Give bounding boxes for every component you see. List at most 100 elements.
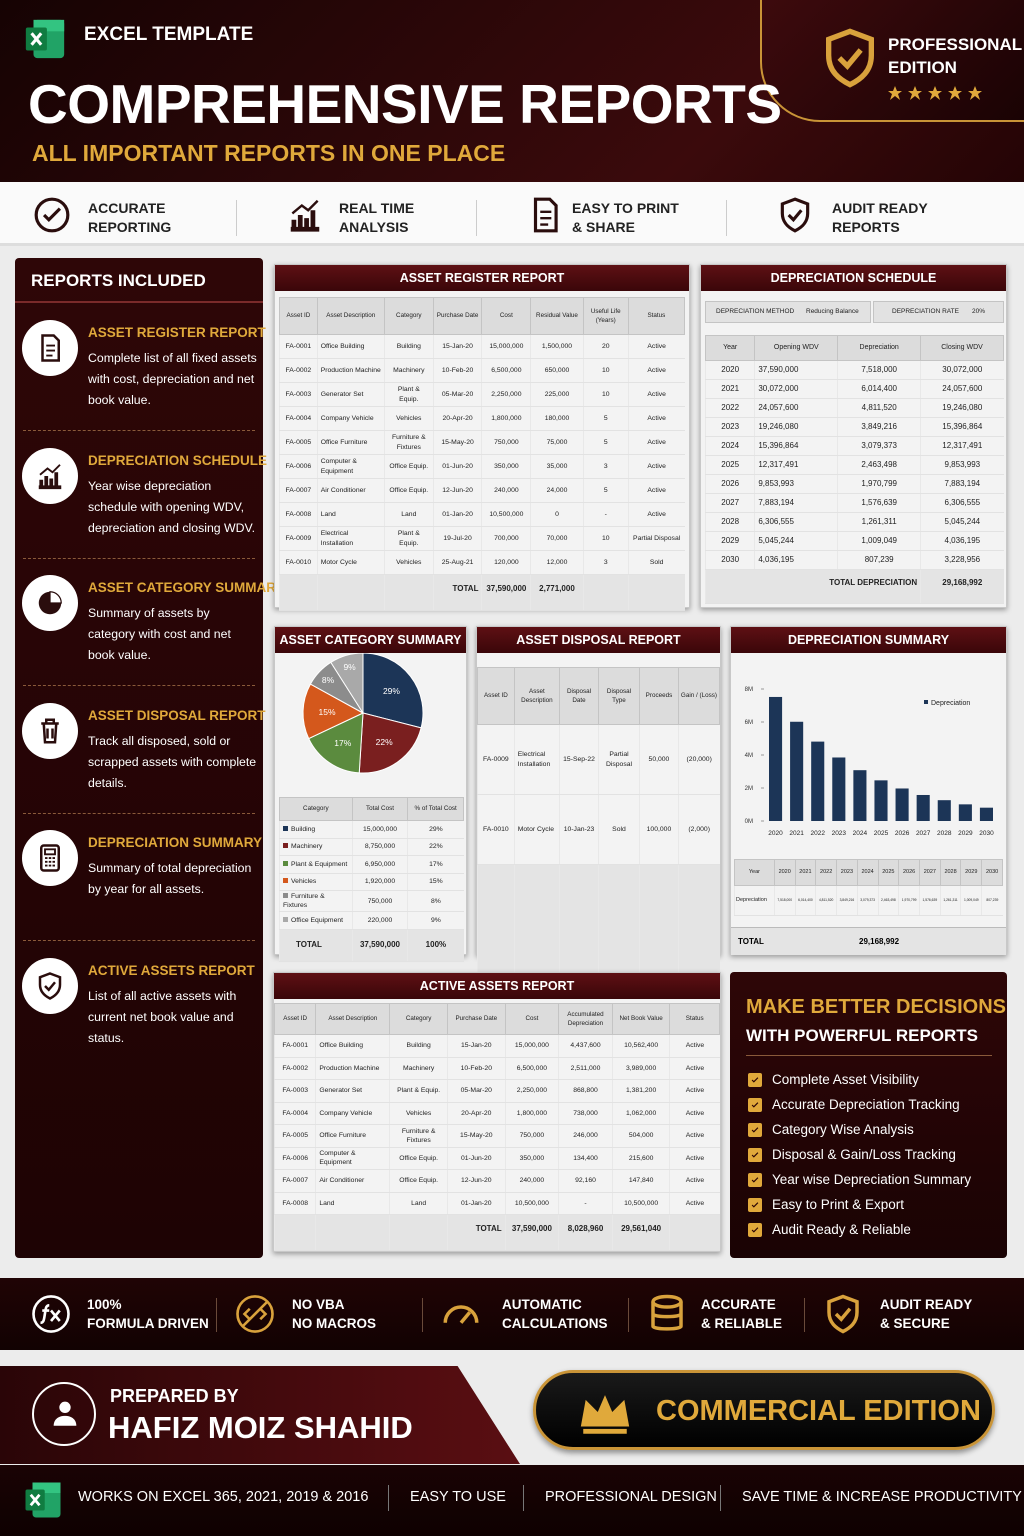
highlight-top: AUDIT READY — [880, 1297, 973, 1312]
column-header: Year — [704, 335, 756, 361]
legend-swatch — [283, 860, 288, 866]
icon-shape — [42, 207, 62, 222]
table-cell: Active — [669, 1057, 720, 1080]
table-cell: 180,000 — [530, 406, 584, 431]
table-cell — [273, 1214, 316, 1251]
icon-shape — [32, 1295, 70, 1333]
table-cell: 3,849,216 — [836, 885, 858, 916]
item-title: ASSET REGISTER REPORT — [88, 325, 266, 340]
edition-text: COMMERCIAL EDITION — [656, 1395, 981, 1427]
table-cell: Computer & Equipment — [316, 454, 385, 479]
bar — [916, 794, 930, 821]
icon-shape — [751, 1227, 759, 1233]
table-cell: 504,000 — [611, 1124, 670, 1148]
table-cell: Plant & Equip. — [389, 1079, 448, 1103]
total-value: 37,590,000 — [504, 1214, 559, 1251]
table-cell: 3,079,373 — [837, 436, 921, 456]
table-cell: 9% — [407, 911, 464, 930]
decision-item: Year wise Depreciation Summary — [772, 1172, 972, 1187]
table-cell: 12,317,491 — [920, 436, 1004, 456]
table-cell: 6,950,000 — [351, 855, 408, 874]
table-row: FA-0003 Generator Set Plant & Equip. 05-Mar… — [279, 382, 685, 407]
table-cell: Motor Cycle — [316, 550, 385, 575]
icon-shape — [41, 334, 60, 362]
icon — [40, 844, 60, 872]
decision-item: Easy to Print & Export — [772, 1197, 905, 1212]
y-tick-label: 8M — [745, 687, 753, 693]
table-cell: Active — [627, 406, 685, 431]
icon — [826, 28, 874, 88]
table-cell: 100,000 — [639, 794, 679, 865]
data-table: Year Opening WDV Depreciation Closing WDV 20… — [704, 335, 1004, 604]
table-cell: 2020 — [704, 360, 755, 380]
table-cell: 220,000 — [351, 911, 408, 930]
report-panel: DEPRECIATION SUMMARY 0M 2M 4M 6M 8M 2020 2021 20… — [730, 626, 1007, 955]
report-panel: ASSET CATEGORY SUMMARY 29% 22% 17% 15% 8% 9% Ca… — [274, 626, 467, 962]
rate-label: DEPRECIATION RATE — [892, 308, 959, 315]
total-value: 8,028,960 — [558, 1214, 613, 1251]
table-cell — [316, 574, 385, 611]
table-cell: 147,840 — [611, 1169, 670, 1193]
table-cell: Electrical Installation — [316, 526, 385, 551]
icon-shape — [826, 28, 874, 88]
table-row: FA-0002 Production Machine Machinery 10-Feb… — [279, 358, 685, 383]
table-cell: 2026 — [704, 474, 755, 494]
y-tick-label: 6M — [745, 720, 753, 726]
table-row: FA-0008 Land Land 01-Jan-20 10,500,000-10,50… — [273, 1192, 720, 1215]
report-panel: ASSET REGISTER REPORT Asset ID Asset Descr… — [274, 264, 690, 611]
icon-shape — [38, 971, 62, 1000]
decision-item: Audit Ready & Reliable — [772, 1222, 911, 1237]
table-cell: 10 — [582, 358, 629, 383]
table-cell: FA-0006 — [279, 454, 318, 479]
table-cell: Vehicles — [383, 406, 434, 431]
x-tick-label: 2022 — [810, 830, 825, 837]
icon-shape — [751, 1102, 759, 1108]
table-row: 2023 19,246,080 3,849,216 15,396,864 — [704, 417, 1004, 437]
table-cell: FA-0002 — [279, 358, 318, 383]
table-cell: FA-0001 — [279, 334, 318, 359]
table-cell: Land — [389, 1192, 448, 1215]
column-header: 2025 — [877, 859, 900, 886]
legend-swatch — [283, 843, 288, 849]
table-row: FA-0003 Generator Set Plant & Equip. 05-Mar… — [273, 1079, 720, 1103]
column-header: 2026 — [898, 859, 920, 886]
table-cell: Vehicles — [383, 550, 434, 575]
slice-label: 22% — [376, 737, 393, 747]
table-cell: 0 — [530, 502, 584, 527]
icon — [751, 1102, 759, 1108]
author-label: PREPARED BY — [110, 1386, 239, 1406]
table-cell: 246,000 — [558, 1124, 613, 1148]
table-row: Furniture & Fixtures 750,000 8% — [279, 890, 464, 913]
table-cell: Land — [315, 1192, 390, 1215]
column-header: Useful Life (Years) — [582, 297, 629, 335]
table-row: FA-0007 Air Conditioner Office Equip. 12-Ju… — [279, 478, 685, 503]
table-cell: 19,246,080 — [754, 417, 838, 437]
total-row: TOTAL 37,590,000 8,028,960 29,561,040 — [273, 1214, 720, 1251]
star — [948, 86, 962, 100]
x-tick-label: 2027 — [916, 830, 931, 837]
table-cell: FA-0009 — [279, 526, 318, 551]
column-header: 2022 — [815, 859, 838, 886]
icon — [751, 1202, 759, 1208]
icon — [580, 1395, 630, 1434]
table-cell: 2,463,498 — [837, 455, 921, 475]
bar — [790, 721, 804, 821]
table-cell: Machinery — [279, 838, 353, 856]
table-cell: Active — [669, 1079, 720, 1103]
legend-swatch — [283, 917, 288, 922]
icon — [443, 1305, 479, 1324]
table-cell: 15,000,000 — [504, 1034, 559, 1058]
legend-swatch — [924, 700, 928, 704]
column-header: Closing WDV — [920, 335, 1004, 361]
bar — [832, 757, 846, 821]
checkbox — [748, 1073, 762, 1087]
table-cell: Generator Set — [315, 1079, 390, 1103]
table-cell: 1,500,000 — [530, 334, 584, 359]
bar — [874, 780, 888, 821]
feature-text: AUDIT READY REPORTS — [832, 200, 928, 235]
table-cell: - — [558, 1192, 613, 1215]
column-header: Status — [627, 297, 686, 335]
total-row: TOTAL 37,590,000 100% — [279, 928, 464, 962]
table-cell: Air Conditioner — [316, 478, 385, 503]
